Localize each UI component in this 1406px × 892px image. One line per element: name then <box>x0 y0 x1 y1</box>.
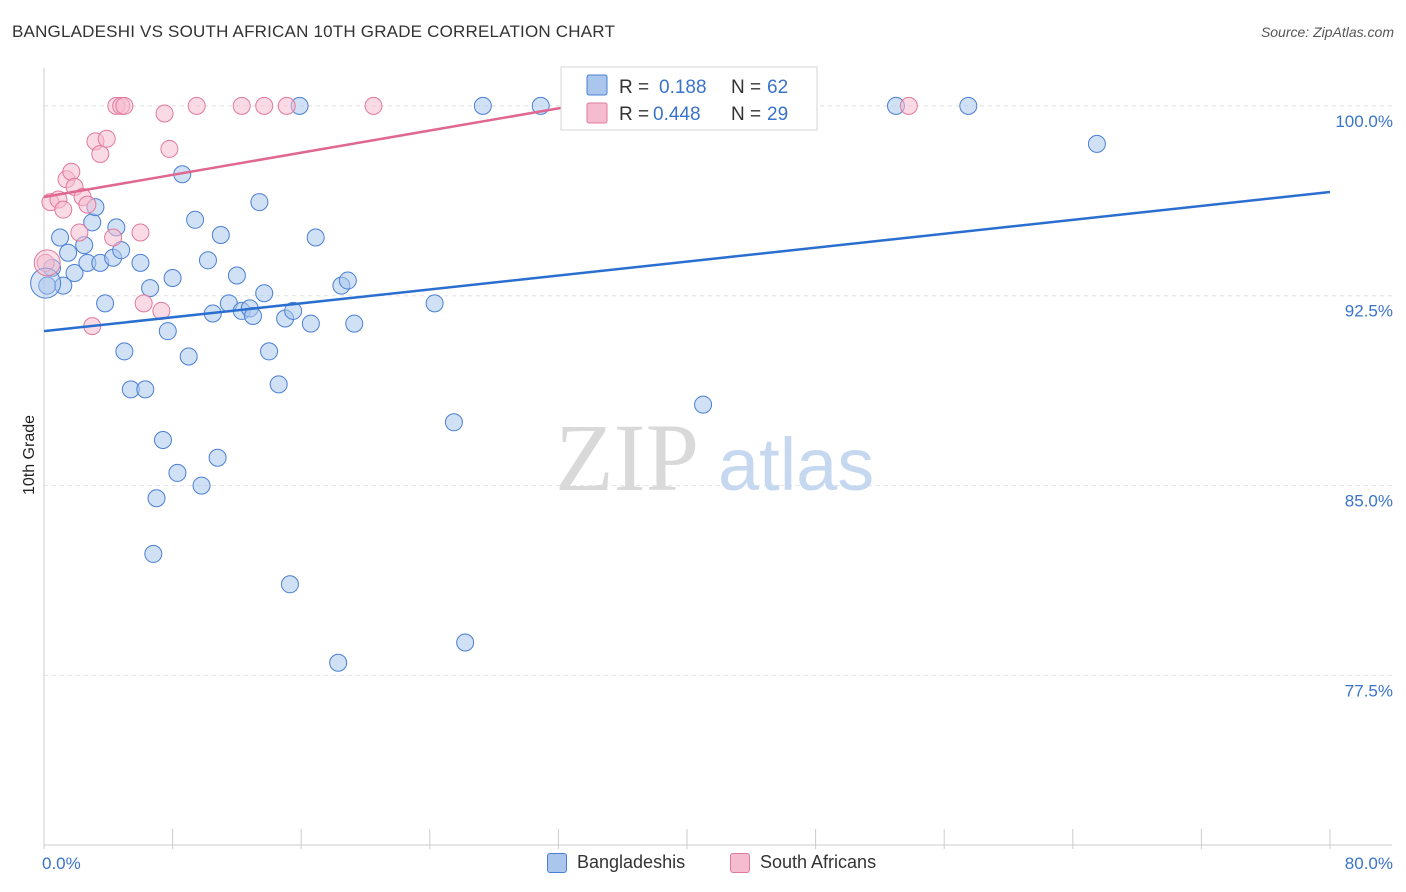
source-label: Source: ZipAtlas.com <box>1260 24 1394 40</box>
point-bangladeshi <box>284 301 303 320</box>
y-axis-title: 10th Grade <box>21 415 38 495</box>
bottom-legend: Bangladeshis South Africans <box>0 852 1406 878</box>
point-bangladeshi <box>65 263 84 282</box>
legend-swatch-pink <box>586 102 608 124</box>
point-bangladeshi <box>329 653 348 672</box>
bottom-legend-swatch-blue <box>547 852 567 873</box>
legend: R = 0.188 N = 62 R = 0.448 N = 29 <box>560 66 818 131</box>
point-bangladeshi <box>51 228 70 247</box>
point-bangladeshi <box>301 314 320 333</box>
point-bangladeshi <box>179 347 198 366</box>
watermark-zip: ZIP <box>555 404 699 511</box>
trend-line-bangladeshi <box>43 190 1331 333</box>
trend-line-south-african <box>43 102 588 199</box>
legend-r-value-1: 0.188 <box>659 77 707 98</box>
chart-title: BANGLADESHI VS SOUTH AFRICAN 10TH GRADE … <box>12 22 616 41</box>
y-tick-label: 100.0% <box>1335 112 1393 131</box>
legend-r-label-2: R = <box>619 104 649 125</box>
point-bangladeshi <box>112 241 131 260</box>
x-tick-label-min: 0.0% <box>42 854 81 873</box>
legend-n-value-1: 62 <box>767 77 788 98</box>
point-bangladeshi <box>959 96 978 115</box>
point-south-african <box>899 96 918 115</box>
point-south-african <box>131 223 150 242</box>
legend-n-label-2: N = <box>731 104 761 125</box>
point-bangladeshi <box>147 489 166 508</box>
point-bangladeshi <box>192 476 211 495</box>
point-south-african <box>78 195 97 214</box>
point-south-african-cluster <box>33 249 61 277</box>
point-south-african <box>91 144 110 163</box>
point-bangladeshi <box>250 193 269 212</box>
point-bangladeshi <box>186 210 205 229</box>
y-tick-label: 77.5% <box>1345 681 1393 700</box>
point-bangladeshi <box>208 448 227 467</box>
point-bangladeshi <box>158 322 177 341</box>
legend-r-label-1: R = <box>619 77 649 98</box>
point-south-african <box>255 96 274 115</box>
point-bangladeshi <box>96 294 115 313</box>
point-bangladeshi <box>280 575 299 594</box>
y-tick-labels: 77.5% 85.0% 92.5% 100.0% <box>1335 112 1393 701</box>
point-south-african <box>134 294 153 313</box>
point-bangladeshi <box>255 284 274 303</box>
watermark: ZIP atlas <box>555 404 874 511</box>
point-bangladeshi-cluster <box>30 267 62 299</box>
legend-r-value-2: 0.448 <box>653 104 701 125</box>
point-bangladeshi <box>306 228 325 247</box>
trend-lines <box>43 102 1331 333</box>
point-bangladeshi <box>444 413 463 432</box>
point-bangladeshi <box>345 314 364 333</box>
legend-swatch-blue <box>586 74 608 96</box>
x-tick-labels: 0.0% 80.0% <box>42 854 1393 873</box>
point-south-african <box>160 139 179 158</box>
point-bangladeshi <box>168 463 187 482</box>
point-bangladeshi <box>1087 134 1106 153</box>
bottom-legend-label-south-africans: South Africans <box>760 852 877 872</box>
bottom-legend-item-bangladeshis: Bangladeshis <box>547 852 685 873</box>
point-bangladeshi <box>211 225 230 244</box>
point-bangladeshi <box>131 253 150 272</box>
grid-lines <box>44 105 1392 676</box>
data-points <box>30 96 1106 672</box>
point-south-african <box>36 253 55 272</box>
bottom-legend-item-south-africans: South Africans <box>730 852 876 873</box>
point-bangladeshi <box>425 294 444 313</box>
point-bangladeshi <box>227 266 246 285</box>
bottom-legend-label-bangladeshis: Bangladeshis <box>577 852 686 872</box>
x-tick-label-max: 80.0% <box>1345 854 1393 873</box>
legend-n-label-1: N = <box>731 77 761 98</box>
y-tick-label: 85.0% <box>1345 492 1393 511</box>
point-bangladeshi <box>163 269 182 288</box>
point-bangladeshi <box>269 375 288 394</box>
point-south-african <box>104 228 123 247</box>
point-south-african <box>70 223 89 242</box>
point-south-african <box>62 162 81 181</box>
point-bangladeshi <box>141 279 160 298</box>
point-bangladeshi <box>456 633 475 652</box>
point-south-african <box>232 96 251 115</box>
point-bangladeshi <box>144 544 163 563</box>
point-south-african <box>115 96 134 115</box>
point-bangladeshi <box>338 271 357 290</box>
point-south-african <box>155 104 174 123</box>
point-south-african <box>364 96 383 115</box>
bottom-legend-swatch-pink <box>730 852 750 873</box>
point-south-african <box>97 129 116 148</box>
point-south-african <box>54 200 73 219</box>
point-bangladeshi <box>198 251 217 270</box>
y-tick-label: 92.5% <box>1345 302 1393 321</box>
point-bangladeshi <box>59 243 78 262</box>
point-bangladeshi <box>136 380 155 399</box>
point-south-african <box>277 96 296 115</box>
point-bangladeshi <box>153 431 172 450</box>
point-south-african <box>187 96 206 115</box>
point-bangladeshi <box>115 342 134 361</box>
point-bangladeshi <box>473 96 492 115</box>
point-bangladeshi <box>694 395 713 414</box>
legend-n-value-2: 29 <box>767 104 788 125</box>
point-bangladeshi <box>260 342 279 361</box>
watermark-atlas: atlas <box>718 423 874 506</box>
